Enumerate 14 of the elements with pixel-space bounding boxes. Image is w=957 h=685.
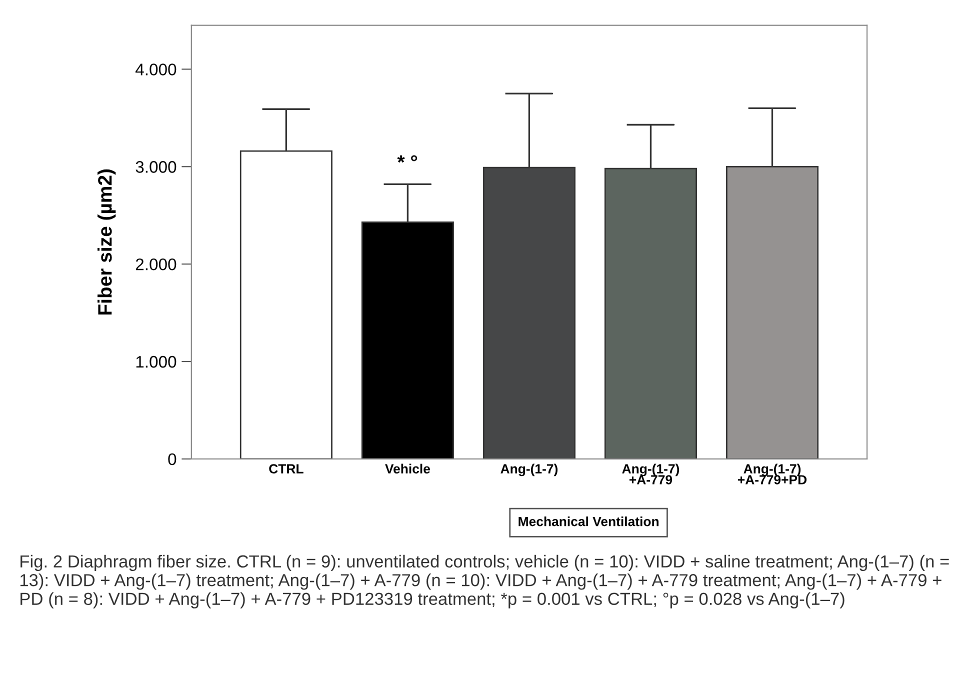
x-tick-label: Ang-(1-7) +A-779+PD [738, 464, 807, 484]
y-axis-title: Fiber size (µm2) [98, 169, 116, 315]
caption: Fig. 2 Diaphragm fiber size. CTRL (n = 9): unventilated controls; vehicle (n = 10): VIDD + saline treatment; Ang-(1–7) (n = 13): VIDD + Ang-(1–7) treatment; Ang-(1–7) + A-779 (n = 10): VIDD + Ang-(1–7) + A-779 treatment; Ang-(1–7) + A-779 + PD (n = 8): VIDD + Ang-(1–7) + A-779 + PD123319 treatment; *p = 0.001 vs CTRL; °p = 0.028 vs Ang-(1–7) [20, 554, 949, 608]
y-tick-label: 0 [168, 453, 176, 466]
x-tick-label: Ang-(1-7) +A-779 [622, 464, 680, 484]
y-tick-label: 1.000 [136, 356, 176, 368]
x-tick-label: Ang-(1-7) [500, 464, 558, 476]
text: Mechanical Ventilation [518, 516, 658, 526]
x-tick-label: CTRL [269, 464, 304, 474]
y-tick-label: 3.000 [136, 161, 176, 173]
y-tick-label: 2.000 [136, 258, 176, 270]
annotation: * ° [397, 155, 418, 163]
y-tick-label: 4.000 [135, 64, 176, 76]
x-tick-label: Vehicle [385, 464, 430, 474]
